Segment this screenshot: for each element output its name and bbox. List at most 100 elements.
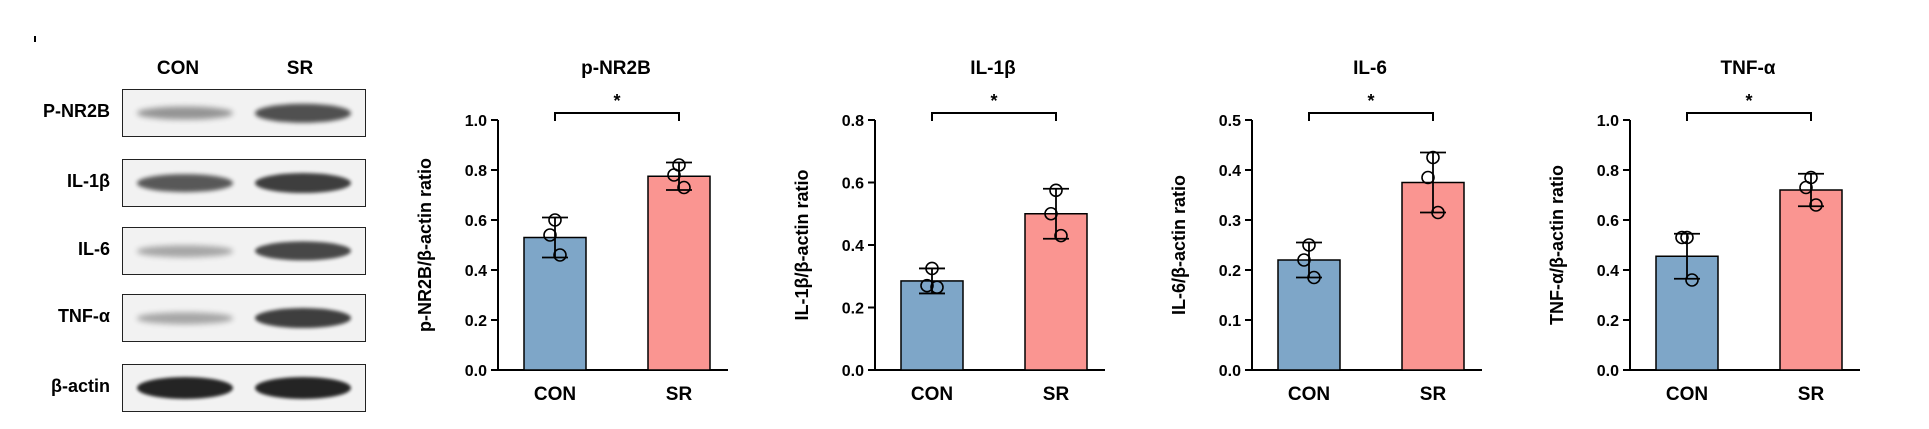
data-point bbox=[930, 280, 944, 294]
data-point bbox=[1307, 270, 1321, 285]
chart-2: IL-1β IL-1β/β-actin ratio 0.0 0.2 0.4 0.6 0.8 C… bbox=[792, 58, 1105, 405]
blot-row-label: β-actin bbox=[51, 376, 110, 396]
y-axis-label: p-NR2B/β-actin ratio bbox=[415, 158, 435, 332]
data-point bbox=[553, 248, 567, 262]
y-axis-label: IL-6/β-actin ratio bbox=[1169, 175, 1189, 315]
y-tick-label: 0.0 bbox=[1597, 363, 1619, 380]
y-tick-label: 0.2 bbox=[842, 301, 864, 318]
data-point bbox=[1680, 230, 1694, 245]
blot-row-label: TNF-α bbox=[57, 306, 110, 326]
y-tick-label: 0.0 bbox=[842, 363, 864, 380]
x-tick-label: SR bbox=[1798, 384, 1825, 405]
significance-star: * bbox=[1367, 91, 1374, 111]
significance-bracket bbox=[931, 112, 1057, 121]
chart-title: IL-1β bbox=[970, 58, 1015, 79]
data-point bbox=[677, 180, 691, 195]
significance-star: * bbox=[990, 91, 997, 111]
x-tick-label: SR bbox=[1043, 384, 1070, 405]
data-point bbox=[1799, 180, 1813, 195]
x-tick-label: CON bbox=[534, 384, 576, 405]
band-sr bbox=[255, 103, 351, 123]
data-point bbox=[1302, 238, 1316, 252]
x-tick-label: CON bbox=[1288, 384, 1330, 405]
x-tick-label: CON bbox=[911, 384, 953, 405]
y-tick-label: 0.2 bbox=[1597, 313, 1619, 330]
chart-3: IL-6 IL-6/β-actin ratio 0.0 0.1 0.2 0.3 0.4 0.5… bbox=[1169, 58, 1482, 405]
y-tick-label: 0.5 bbox=[1219, 113, 1241, 130]
bar-sr bbox=[1779, 189, 1843, 371]
y-tick-label: 0.8 bbox=[842, 113, 864, 130]
data-point bbox=[548, 213, 562, 227]
data-point bbox=[1675, 230, 1689, 245]
blot-row-label: IL-1β bbox=[67, 171, 110, 191]
data-point bbox=[1809, 198, 1823, 212]
band-con bbox=[137, 174, 233, 192]
bar-con bbox=[900, 280, 964, 371]
band-con bbox=[137, 377, 233, 399]
y-tick-label: 0.4 bbox=[1219, 163, 1241, 180]
data-point bbox=[1421, 170, 1435, 185]
significance-bracket bbox=[1308, 112, 1434, 121]
y-axis-label: TNF-α/β-actin ratio bbox=[1547, 165, 1567, 325]
significance-bracket bbox=[1686, 112, 1812, 121]
significance-star: * bbox=[613, 91, 620, 111]
blot-row-label: IL-6 bbox=[77, 239, 110, 259]
x-tick-label: SR bbox=[666, 384, 693, 405]
x-tick-label: SR bbox=[1420, 384, 1447, 405]
y-tick-label: 0.6 bbox=[842, 176, 864, 193]
chart-1: p-NR2B p-NR2B/β-actin ratio 0.0 0.2 0.4 0.6 0.… bbox=[415, 58, 728, 405]
y-tick-label: 0.0 bbox=[465, 363, 487, 380]
blot-strip bbox=[122, 227, 366, 275]
data-point bbox=[667, 168, 681, 182]
band-sr bbox=[255, 308, 351, 328]
data-point bbox=[1054, 228, 1068, 243]
western-blot-panel: CON SR P-NR2B IL-1β IL-6 TNF-α β-actin bbox=[0, 0, 380, 429]
band-sr bbox=[255, 173, 351, 193]
y-tick-label: 0.4 bbox=[1597, 263, 1619, 280]
band-con bbox=[137, 245, 233, 257]
data-point bbox=[1297, 253, 1311, 267]
chart-title: TNF-α bbox=[1721, 58, 1776, 79]
corner-mark bbox=[34, 36, 36, 42]
band-con bbox=[137, 312, 233, 324]
y-tick-label: 0.2 bbox=[465, 313, 487, 330]
data-point bbox=[925, 261, 939, 276]
bar-sr bbox=[1401, 181, 1465, 371]
band-con bbox=[137, 106, 233, 120]
y-tick-label: 1.0 bbox=[1597, 113, 1619, 130]
data-point bbox=[1426, 150, 1440, 165]
y-tick-label: 0.8 bbox=[1597, 163, 1619, 180]
chart-title: IL-6 bbox=[1353, 58, 1387, 79]
data-point bbox=[543, 228, 557, 242]
blot-strip bbox=[122, 364, 366, 412]
y-tick-label: 0.3 bbox=[1219, 213, 1241, 230]
chart-title: p-NR2B bbox=[581, 58, 651, 79]
bar-sr bbox=[647, 175, 711, 371]
data-point bbox=[1431, 205, 1445, 220]
band-sr bbox=[255, 377, 351, 399]
y-axis-label: IL-1β/β-actin ratio bbox=[792, 170, 812, 321]
y-tick-label: 0.1 bbox=[1219, 313, 1241, 330]
y-tick-label: 0.6 bbox=[465, 213, 487, 230]
y-tick-label: 0.8 bbox=[465, 163, 487, 180]
blot-strip bbox=[122, 159, 366, 207]
x-tick-label: CON bbox=[1666, 384, 1708, 405]
blot-strip bbox=[122, 89, 366, 137]
blot-column-sr: SR bbox=[286, 58, 314, 79]
data-point bbox=[1044, 206, 1058, 221]
y-tick-label: 0.0 bbox=[1219, 363, 1241, 380]
data-point bbox=[920, 278, 934, 293]
blot-row-label: P-NR2B bbox=[42, 101, 110, 121]
data-point bbox=[1685, 273, 1699, 287]
y-tick-label: 0.4 bbox=[842, 238, 864, 255]
y-tick-label: 0.2 bbox=[1219, 263, 1241, 280]
y-tick-label: 0.6 bbox=[1597, 213, 1619, 230]
blot-strip bbox=[122, 294, 366, 342]
significance-bracket bbox=[554, 112, 680, 121]
y-tick-label: 1.0 bbox=[465, 113, 487, 130]
blot-column-con: CON bbox=[156, 58, 200, 79]
y-tick-label: 0.4 bbox=[465, 263, 487, 280]
band-sr bbox=[255, 241, 351, 261]
chart-4: TNF-α TNF-α/β-actin ratio 0.0 0.2 0.4 0.6 0.8 1… bbox=[1547, 58, 1860, 405]
